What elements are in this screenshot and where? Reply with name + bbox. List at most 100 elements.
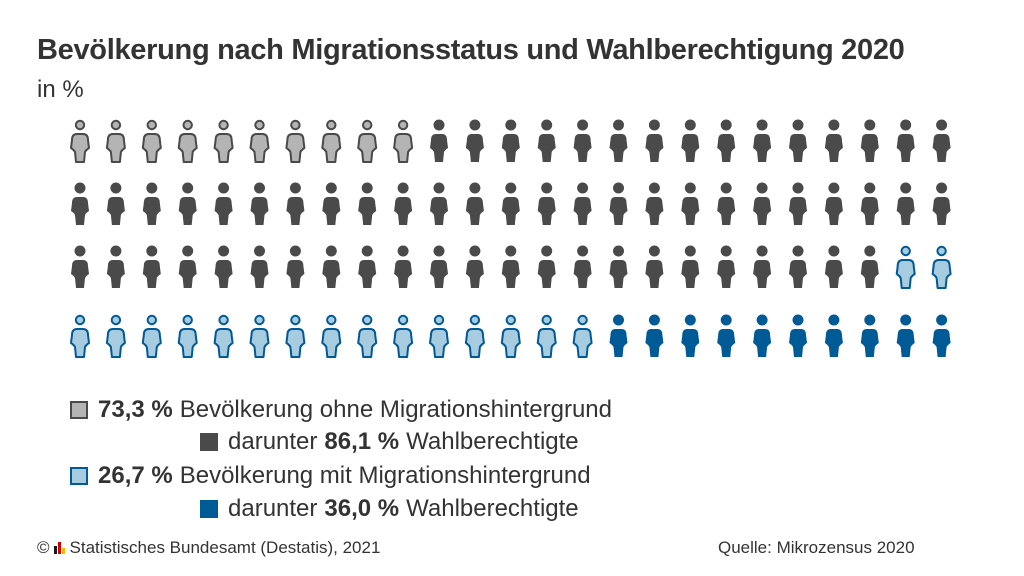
person-icon (932, 182, 951, 225)
person-icon (537, 245, 556, 288)
person-icon (501, 119, 520, 162)
person-icon (609, 119, 628, 162)
chart-subtitle: in % (37, 76, 84, 103)
person-icon (357, 119, 378, 163)
person-icon (465, 119, 484, 162)
person-icon (70, 314, 90, 358)
person-icon (609, 182, 628, 225)
person-icon (141, 314, 162, 358)
legend-label: Bevölkerung ohne Migrationshintergrund (179, 396, 612, 423)
person-icon (932, 119, 951, 162)
person-icon (609, 314, 628, 357)
legend-label: Wahlberechtigte (406, 428, 579, 455)
person-icon (464, 314, 485, 358)
person-icon (501, 182, 520, 225)
person-icon (572, 314, 593, 358)
person-icon (645, 245, 664, 288)
person-icon (178, 245, 197, 288)
person-icon (393, 314, 414, 358)
footer-source: Quelle: Mikrozensus 2020 (718, 538, 915, 557)
person-icon (789, 182, 807, 225)
person-icon (860, 182, 879, 225)
person-icon (213, 119, 234, 163)
person-icon (322, 245, 341, 288)
person-icon (895, 245, 916, 289)
person-icon (142, 245, 161, 288)
person-icon (824, 182, 843, 225)
person-icon (536, 314, 557, 358)
person-icon (896, 314, 915, 357)
person-icon (322, 182, 341, 225)
person-icon (931, 245, 952, 289)
person-icon (860, 245, 879, 288)
person-icon (214, 182, 233, 225)
pictogram-chart (70, 119, 952, 358)
person-icon (178, 182, 197, 225)
person-icon (358, 245, 377, 288)
person-icon (321, 314, 342, 358)
person-icon (465, 182, 484, 225)
footer-copyright: © Statistisches Bundesamt (Destatis), 20… (37, 538, 380, 558)
legend-swatch-blue-light (70, 467, 88, 485)
legend-prefix: darunter (228, 428, 318, 455)
person-icon (789, 119, 807, 162)
person-icon (609, 245, 628, 288)
person-icon (860, 119, 879, 162)
person-icon (105, 119, 126, 163)
person-icon (214, 245, 233, 288)
person-icon (105, 314, 126, 358)
person-icon (357, 314, 378, 358)
person-icon (717, 182, 736, 225)
person-icon (430, 119, 448, 162)
legend-prefix: darunter (228, 495, 318, 522)
person-icon (645, 314, 664, 357)
person-icon (430, 245, 448, 288)
person-icon (285, 119, 306, 163)
person-icon (71, 245, 89, 288)
person-icon (753, 182, 772, 225)
person-icon (537, 119, 556, 162)
person-icon (753, 245, 772, 288)
person-icon (249, 314, 270, 358)
person-icon (393, 119, 414, 163)
person-icon (429, 314, 449, 358)
person-icon (645, 182, 664, 225)
legend-item-mit-migration: 26,7 % Bevölkerung mit Migrationshinterg… (70, 460, 591, 492)
legend-item-ohne-migration-wahlberechtigt: darunter 86,1 % Wahlberechtigte (200, 426, 579, 458)
person-icon (177, 119, 198, 163)
person-icon (250, 245, 269, 288)
person-icon (824, 119, 843, 162)
person-icon (500, 314, 521, 358)
person-icon (681, 314, 700, 357)
footer-publisher: Statistisches Bundesamt (Destatis), 2021 (69, 538, 381, 557)
person-icon (70, 119, 90, 163)
person-icon (789, 314, 807, 357)
person-icon (249, 119, 270, 163)
person-icon (501, 245, 520, 288)
person-icon (394, 245, 413, 288)
person-icon (250, 182, 269, 225)
person-icon (321, 119, 342, 163)
destatis-logo-icon (53, 542, 65, 554)
person-icon (681, 182, 700, 225)
person-icon (537, 182, 556, 225)
legend-value: 73,3 % (98, 396, 173, 423)
legend-item-mit-migration-wahlberechtigt: darunter 36,0 % Wahlberechtigte (200, 493, 579, 525)
legend-value: 86,1 % (324, 428, 400, 455)
person-icon (285, 314, 306, 358)
legend-swatch-grey-light (70, 401, 88, 419)
person-icon (573, 245, 592, 288)
person-icon (177, 314, 198, 358)
legend-label: Wahlberechtigte (406, 495, 579, 522)
person-icon (824, 314, 843, 357)
legend-label: Bevölkerung mit Migrationshintergrund (179, 462, 591, 489)
legend-value: 36,0 % (324, 495, 400, 522)
person-icon (213, 314, 234, 358)
chart-title: Bevölkerung nach Migrationsstatus und Wa… (37, 34, 905, 66)
person-icon (717, 119, 736, 162)
person-icon (896, 182, 915, 225)
person-icon (358, 182, 377, 225)
person-icon (860, 314, 879, 357)
copyright-symbol: © (37, 538, 50, 557)
legend-swatch-grey-dark (200, 433, 218, 451)
